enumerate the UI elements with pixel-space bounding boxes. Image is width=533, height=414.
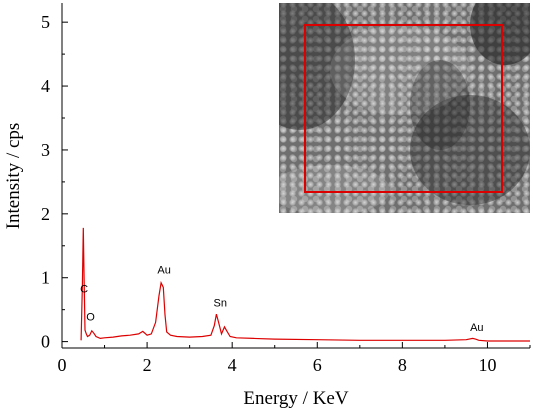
y-tick-label: 0 <box>41 332 50 352</box>
peak-label: C <box>80 283 88 295</box>
spectrum-line <box>80 227 530 342</box>
peak-label: Au <box>470 322 483 334</box>
x-tick-label: 6 <box>313 355 322 375</box>
x-tick-label: 10 <box>478 355 496 375</box>
y-tick-label: 2 <box>41 204 50 224</box>
peak-annotations: C O Au Sn Au <box>80 264 483 334</box>
sem-selection-frame <box>304 24 503 193</box>
y-tick-label: 4 <box>41 76 50 96</box>
y-axis-ticks: 0 1 2 3 4 5 <box>41 12 68 352</box>
x-axis-title: Energy / KeV <box>243 388 348 409</box>
x-tick-label: 8 <box>398 355 407 375</box>
peak-label: Au <box>157 264 170 276</box>
y-tick-label: 5 <box>41 12 50 32</box>
peak-label: O <box>86 312 95 324</box>
y-axis-title: Intensity / cps <box>3 123 24 230</box>
y-tick-label: 3 <box>41 140 50 160</box>
peak-label: Sn <box>214 297 227 309</box>
x-tick-label: 2 <box>143 355 152 375</box>
x-tick-label: 0 <box>58 355 67 375</box>
x-axis-ticks: 0 2 4 6 8 10 <box>58 342 531 375</box>
x-tick-label: 4 <box>228 355 237 375</box>
sem-inset-image <box>279 3 530 213</box>
y-tick-label: 1 <box>41 268 50 288</box>
